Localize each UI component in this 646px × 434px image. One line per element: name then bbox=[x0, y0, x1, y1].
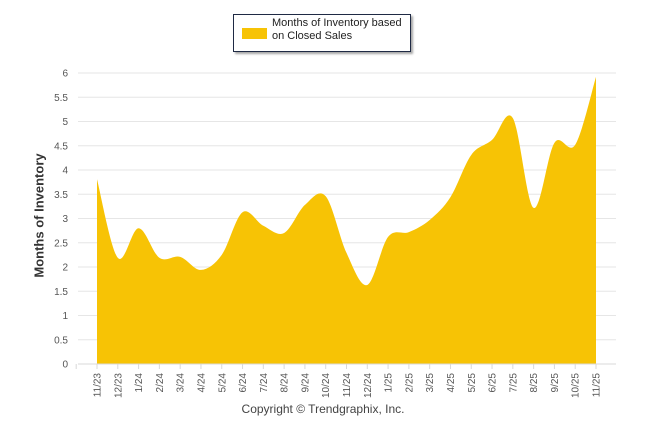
y-tick-label: 0 bbox=[62, 360, 68, 371]
y-tick-label: 4.5 bbox=[54, 141, 68, 152]
x-tick-label: 11/25 bbox=[592, 373, 603, 398]
x-tick-label: 6/24 bbox=[238, 373, 249, 393]
y-tick-label: 1 bbox=[62, 311, 68, 322]
x-tick-label: 5/25 bbox=[467, 373, 478, 393]
x-tick-label: 3/24 bbox=[176, 373, 187, 393]
x-tick-label: 9/25 bbox=[550, 373, 561, 393]
x-tick-label: 12/23 bbox=[113, 373, 124, 398]
x-tick-label: 1/24 bbox=[134, 373, 145, 393]
area-series bbox=[97, 76, 596, 364]
x-tick-label: 7/25 bbox=[508, 373, 519, 393]
y-axis-title: Months of Inventory bbox=[31, 153, 47, 278]
x-tick-label: 10/24 bbox=[321, 373, 332, 398]
x-tick-label: 1/25 bbox=[384, 373, 395, 393]
x-tick-label: 11/24 bbox=[342, 373, 353, 398]
y-tick-label: 2 bbox=[62, 263, 68, 274]
y-tick-label: 5 bbox=[62, 117, 68, 128]
y-tick-label: 2.5 bbox=[54, 238, 68, 249]
x-axis-ticks: 11/23 12/23 1/24 2/24 3/24 4/24 5/24 6/24 7/24 8/… bbox=[75, 364, 603, 398]
y-tick-label: 5.5 bbox=[54, 93, 68, 104]
copyright-text: Copyright © Trendgraphix, Inc. bbox=[241, 402, 405, 416]
legend-swatch bbox=[242, 28, 267, 39]
y-tick-label: 6 bbox=[62, 69, 68, 80]
x-tick-label: 2/24 bbox=[155, 373, 166, 393]
x-tick-label: 6/25 bbox=[488, 373, 499, 393]
x-tick-label: 3/25 bbox=[425, 373, 436, 393]
legend-label: Months of Inventory based on Closed Sale… bbox=[272, 17, 402, 42]
x-tick-label: 4/24 bbox=[196, 373, 207, 393]
legend: Months of Inventory based on Closed Sale… bbox=[233, 14, 411, 52]
x-tick-label: 4/25 bbox=[446, 373, 457, 393]
x-tick-label: 2/25 bbox=[404, 373, 415, 393]
x-tick-label: 7/24 bbox=[259, 373, 270, 393]
y-tick-label: 3 bbox=[62, 214, 68, 225]
x-tick-label: 9/24 bbox=[300, 373, 311, 393]
x-tick-label: 8/24 bbox=[280, 373, 291, 393]
y-tick-label: 3.5 bbox=[54, 190, 68, 201]
y-tick-label: 1.5 bbox=[54, 287, 68, 298]
y-tick-label: 4 bbox=[62, 166, 68, 177]
x-tick-label: 10/25 bbox=[571, 373, 582, 398]
x-tick-label: 12/24 bbox=[363, 373, 374, 398]
y-tick-label: 0.5 bbox=[54, 335, 68, 346]
x-tick-label: 5/24 bbox=[217, 373, 228, 393]
y-axis-ticks: 0 0.5 1 1.5 2 2.5 3 3.5 4 4.5 5 5.5 6 bbox=[54, 69, 68, 371]
x-tick-label: 11/23 bbox=[93, 373, 104, 398]
x-tick-label: 8/25 bbox=[529, 373, 540, 393]
